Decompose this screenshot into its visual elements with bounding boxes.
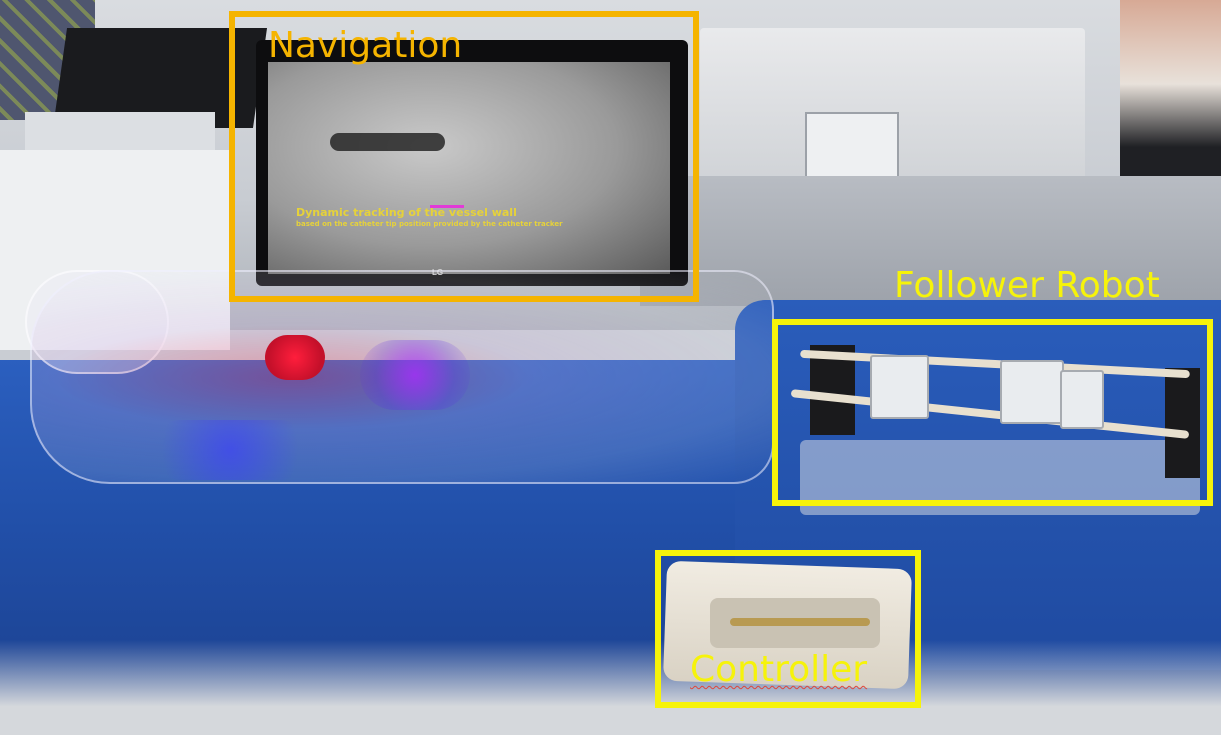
follower-robot-rear-plate [1165, 368, 1200, 478]
navigation-label: Navigation [268, 25, 463, 66]
follower-robot-carriage-1 [870, 355, 929, 419]
navigation-annotation-box [229, 11, 699, 302]
navigation-screen [268, 62, 670, 274]
screen-caption: Dynamic tracking of the vessel wall base… [296, 206, 596, 228]
follower-robot-label: Follower Robot [894, 265, 1160, 306]
floor [0, 640, 1221, 735]
tracking-marker [430, 205, 464, 208]
follower-robot-annotation-box [772, 319, 1213, 506]
phantom-purple-glow [360, 340, 470, 410]
phantom-blue-glow [150, 420, 310, 480]
follower-robot-carriage-3 [1060, 370, 1104, 429]
catheter-image [330, 133, 445, 151]
person-right [1120, 0, 1221, 210]
controller-rod [730, 618, 870, 626]
controller-annotation-box [655, 550, 921, 708]
screen-subline: based on the catheter tip position provi… [296, 219, 563, 228]
laptop-base [25, 112, 215, 152]
phantom-heart [265, 335, 325, 380]
monitor-brand-logo: LG [432, 268, 443, 277]
screen-headline: Dynamic tracking of the vessel wall [296, 206, 517, 219]
background-monitor-stand [805, 112, 899, 186]
controller-label: Controller [690, 649, 868, 690]
